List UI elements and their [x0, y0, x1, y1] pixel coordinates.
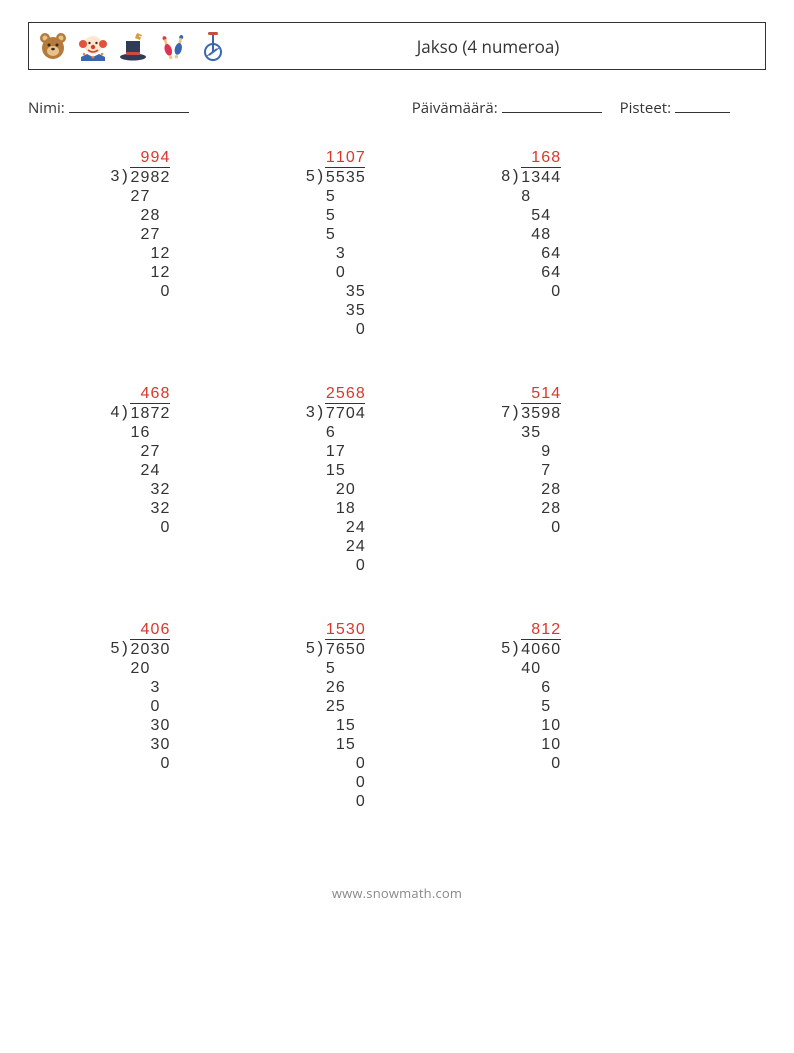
division-problem: 9943)298227282712120 — [110, 148, 305, 342]
division-problem: 8125)4060406510100 — [501, 620, 696, 814]
division-problem: 5147)3598359728280 — [501, 384, 696, 578]
header-box: Jakso (4 numeroa) — [28, 22, 766, 70]
score-label: Pisteet: — [620, 98, 671, 118]
worksheet-title: Jakso (4 numeroa) — [229, 35, 757, 58]
meta-row: Nimi: Päivämäärä: Pisteet: — [28, 98, 766, 118]
division-problem: 1688)13448544864640 — [501, 148, 696, 342]
date-blank[interactable] — [502, 98, 602, 113]
juggling-pins-icon — [157, 30, 189, 62]
division-problem: 4684)187216272432320 — [110, 384, 305, 578]
date-label: Päivämäärä: — [412, 98, 498, 118]
bear-icon — [37, 30, 69, 62]
footer-url: www.snowmath.com — [28, 884, 766, 922]
header-icons — [37, 30, 229, 62]
score-blank[interactable] — [675, 98, 730, 113]
unicycle-icon — [197, 30, 229, 62]
name-blank[interactable] — [69, 98, 189, 113]
division-problem: 4065)2030203030300 — [110, 620, 305, 814]
problem-grid: 9943)29822728271212011075)55355553035350… — [28, 148, 766, 814]
clown-icon — [77, 30, 109, 62]
name-label: Nimi: — [28, 98, 65, 118]
division-problem: 25683)770461715201824240 — [305, 384, 500, 578]
magic-hat-icon — [117, 30, 149, 62]
division-problem: 15305)7650526251515000 — [305, 620, 500, 814]
division-problem: 11075)55355553035350 — [305, 148, 500, 342]
